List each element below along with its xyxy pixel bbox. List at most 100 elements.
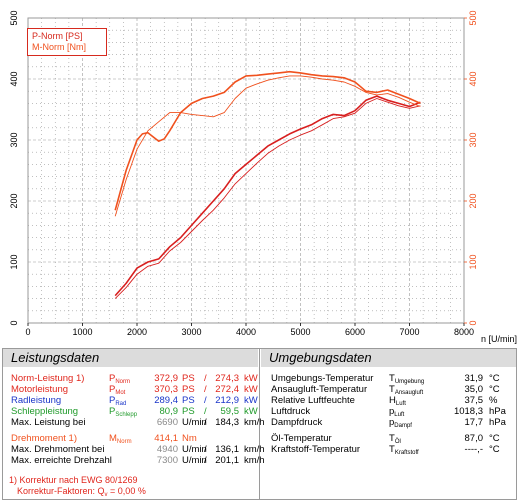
row-unit-2: kW <box>244 406 258 417</box>
row-unit-1: PS <box>182 395 195 406</box>
footnote-factors-label: Korrektur-Faktoren: Q <box>17 486 105 496</box>
row-separator: / <box>204 455 207 466</box>
row-value-1: 414,1 <box>154 433 178 444</box>
row-value-1: 7300 <box>156 455 178 466</box>
y-left-tick-label: 0 <box>9 320 19 325</box>
row-symbol-sub: Norm <box>116 439 132 445</box>
row-value: 37,5 <box>464 395 484 406</box>
row-value-2: 274,3 <box>215 373 239 384</box>
row-symbol: TKraftstoff <box>389 444 419 456</box>
row-separator: / <box>204 395 207 406</box>
row-symbol: PNorm <box>109 373 131 385</box>
row-symbol: HLuft <box>389 395 406 407</box>
performance-row: Max. Leistung bei 6690 U/min/ 184,3 km/h <box>11 417 265 428</box>
row-value-2: 212,9 <box>215 395 239 406</box>
row-symbol: pLuft <box>389 406 405 418</box>
footnote-correction: 1) Korrektur nach EWG 80/1269 <box>9 475 138 485</box>
row-unit: hPa <box>489 406 506 417</box>
row-symbol-sub: Kraftstoff <box>394 450 419 456</box>
row-value-2: 136,1 <box>215 444 239 455</box>
row-label: Schleppleistung <box>11 406 79 417</box>
row-unit-1: Nm <box>182 433 197 444</box>
section-divider <box>259 349 260 499</box>
row-unit-1: PS <box>182 384 195 395</box>
row-symbol: TAnsaugluft <box>389 384 424 396</box>
row-symbol: TUmgebung <box>389 373 425 385</box>
row-symbol: PSchlepp <box>109 406 138 418</box>
performance-row: Max. Drehmoment bei 4940 U/min/ 136,1 km/h <box>11 444 265 455</box>
x-tick-labels: 0 1000 2000 3000 4000 5000 6000 7000 8000 <box>25 323 474 337</box>
performance-row: Schleppleistung PSchlepp 80,9 PS / 59,5 kW <box>11 406 258 418</box>
row-unit-2: kW <box>244 373 258 384</box>
performance-row: Drehmoment 1) MNorm 414,1 Nm <box>11 433 257 445</box>
row-label: Max. Leistung bei <box>11 417 86 428</box>
row-unit: °C <box>489 433 500 444</box>
row-symbol: TÖl <box>389 433 401 445</box>
row-value-1: 372,9 <box>154 373 178 384</box>
row-unit: hPa <box>489 417 506 428</box>
row-label: Öl-Temperatur <box>271 433 332 444</box>
legend-entry-torque: M-Norm [Nm] <box>32 42 86 52</box>
row-value: ----,- <box>464 444 483 455</box>
footnote-factors-sub: v <box>104 492 108 498</box>
row-symbol: PRad <box>109 395 127 407</box>
y-right-tick-label: 300 <box>468 132 478 147</box>
data-panel: Leistungsdaten Umgebungsdaten Norm-Leist… <box>2 348 517 500</box>
environment-section-title: Umgebungsdaten <box>261 349 516 367</box>
x-axis-label: n [U/min] <box>481 334 517 344</box>
y-right-tick-label: 400 <box>468 71 478 86</box>
footnote-factors: Korrektur-Faktoren: Qv = 0,00 % <box>17 486 146 498</box>
row-separator: / <box>204 417 207 428</box>
row-label: Max. erreichte Drehzahl <box>11 455 112 466</box>
series-line-2 <box>114 70 421 211</box>
row-symbol-sub: Umgebung <box>394 379 425 385</box>
x-tick-label: 6000 <box>345 327 365 337</box>
row-value-1: 6690 <box>156 417 178 428</box>
row-unit: % <box>489 395 498 406</box>
performance-row: Radleistung PRad 289,4 PS / 212,9 kW <box>11 395 258 407</box>
row-value-2: 272,4 <box>215 384 239 395</box>
y-left-tick-label: 300 <box>9 132 19 147</box>
y-right-tick-label: 500 <box>468 10 478 25</box>
row-separator: / <box>204 384 207 395</box>
row-symbol-sub: Dampf <box>394 423 412 429</box>
series-group <box>114 70 421 299</box>
y-right-tick-labels: 0 100 200 300 400 500 <box>464 10 478 326</box>
row-label: Kraftstoff-Temperatur <box>271 444 361 455</box>
performance-row: Max. erreichte Drehzahl 7300 U/min/ 201,1 km… <box>11 455 265 466</box>
x-tick-label: 8000 <box>454 327 474 337</box>
row-unit: °C <box>489 384 500 395</box>
legend-entry-power: P-Norm [PS] <box>32 31 83 41</box>
row-symbol: MNorm <box>109 433 132 445</box>
environment-row: Relative Luftfeuchte HLuft 37,5% <box>271 395 515 407</box>
y-right-tick-label: 0 <box>468 320 478 325</box>
y-left-tick-label: 100 <box>9 254 19 269</box>
row-label: Drehmoment 1) <box>11 433 77 444</box>
chart-legend: P-Norm [PS] M-Norm [Nm] <box>27 28 107 56</box>
row-label: Max. Drehmoment bei <box>11 444 105 455</box>
row-symbol: PMot <box>109 384 126 396</box>
row-value-1: 289,4 <box>154 395 178 406</box>
row-value-2: 201,1 <box>215 455 239 466</box>
row-symbol-sub: Norm <box>115 379 131 385</box>
row-unit-2: km/h <box>244 455 265 466</box>
row-symbol-sub: Luft <box>394 412 405 418</box>
row-unit-1: PS <box>182 406 195 417</box>
environment-row: Öl-Temperatur TÖl 87,0 °C <box>271 433 515 445</box>
footnote-factors-value: = 0,00 % <box>110 486 146 496</box>
environment-row: Umgebungs-Temperatur TUmgebung 31,9 °C <box>271 373 515 385</box>
row-label: Motorleistung <box>11 384 69 395</box>
row-symbol-sub: Öl <box>394 439 401 445</box>
row-unit-2: kW <box>244 395 258 406</box>
environment-row: Kraftstoff-Temperatur TKraftstoff ----,- °C <box>271 444 515 456</box>
series-line-1 <box>114 98 421 299</box>
performance-row: Motorleistung PMot 370,3 PS / 272,4 kW <box>11 384 258 396</box>
row-value-2: 184,3 <box>215 417 239 428</box>
row-unit-1: U/min <box>182 417 207 428</box>
y-left-tick-label: 400 <box>9 71 19 86</box>
row-unit-2: km/h <box>244 417 265 428</box>
row-value: 87,0 <box>464 433 484 444</box>
row-unit: °C <box>489 373 500 384</box>
row-unit-1: U/min <box>182 455 207 466</box>
row-label: Umgebungs-Temperatur <box>271 373 374 384</box>
